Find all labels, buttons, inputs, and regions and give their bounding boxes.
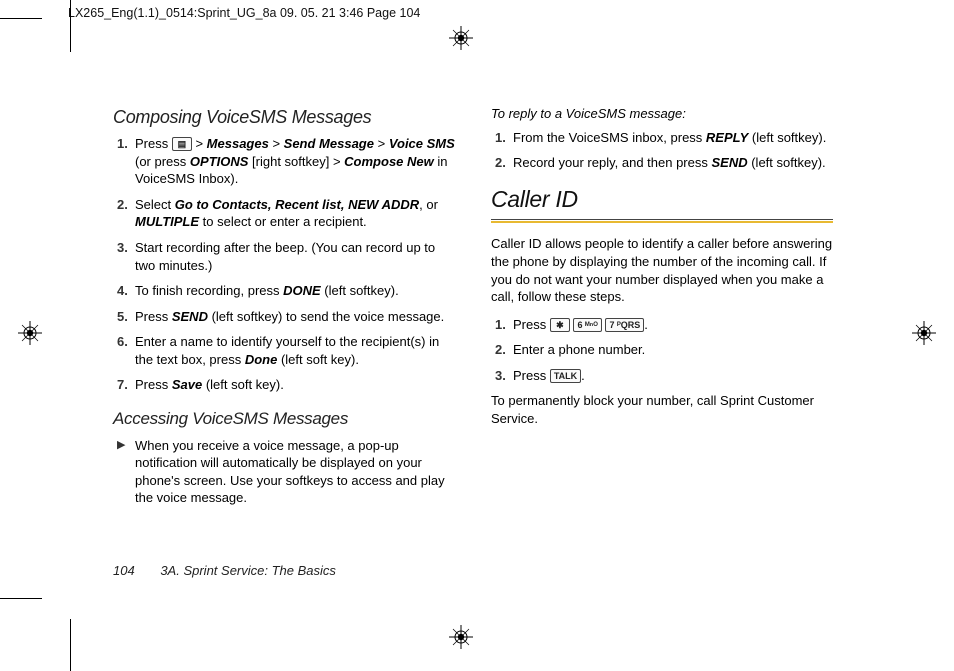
page-number: 104 xyxy=(113,563,135,578)
step-text: Enter a phone number. xyxy=(513,341,833,359)
list-item: 2.Select Go to Contacts, Recent list, NE… xyxy=(117,196,455,231)
step-number: 1. xyxy=(117,135,135,188)
list-item: 2.Enter a phone number. xyxy=(495,341,833,359)
reply-intro: To reply to a VoiceSMS message: xyxy=(491,105,833,123)
left-column: Composing VoiceSMS Messages 1.Press ▤ > … xyxy=(113,105,455,505)
crop-mark xyxy=(70,0,71,52)
list-item: 2.Record your reply, and then press SEND… xyxy=(495,154,833,172)
compose-list: 1.Press ▤ > Messages > Send Message > Vo… xyxy=(113,135,455,394)
crop-mark xyxy=(0,598,42,599)
bullet-text: When you receive a voice message, a pop-… xyxy=(135,437,455,507)
step-number: 1. xyxy=(495,316,513,334)
step-text: Press SEND (left softkey) to send the vo… xyxy=(135,308,455,326)
step-number: 1. xyxy=(495,129,513,147)
step-number: 2. xyxy=(495,341,513,359)
header-meta: LX265_Eng(1.1)_0514:Sprint_UG_8a 09. 05.… xyxy=(68,6,420,20)
star-key-icon: ✱ xyxy=(550,318,570,332)
six-key-icon: 6 ᴹⁿᴼ xyxy=(573,318,601,332)
list-item: 7.Press Save (left soft key). xyxy=(117,376,455,394)
access-bullet: ▶ When you receive a voice message, a po… xyxy=(113,437,455,507)
footer-section: 3A. Sprint Service: The Basics xyxy=(160,563,336,578)
talk-key-icon: TALK xyxy=(550,369,581,383)
registration-mark-right xyxy=(912,321,936,345)
registration-mark-bottom xyxy=(449,625,473,649)
reply-list: 1.From the VoiceSMS inbox, press REPLY (… xyxy=(491,129,833,172)
step-text: Press ✱ 6 ᴹⁿᴼ 7 ᴾQRS. xyxy=(513,316,833,334)
caller-id-heading: Caller ID xyxy=(491,184,833,215)
crop-mark xyxy=(0,18,42,19)
step-text: Press TALK. xyxy=(513,367,833,385)
list-item: 1.Press ✱ 6 ᴹⁿᴼ 7 ᴾQRS. xyxy=(495,316,833,334)
list-item: 1.Press ▤ > Messages > Send Message > Vo… xyxy=(117,135,455,188)
step-number: 2. xyxy=(495,154,513,172)
step-text: Select Go to Contacts, Recent list, NEW … xyxy=(135,196,455,231)
list-item: 4.To finish recording, press DONE (left … xyxy=(117,282,455,300)
page-body: Composing VoiceSMS Messages 1.Press ▤ > … xyxy=(113,105,833,505)
step-text: Record your reply, and then press SEND (… xyxy=(513,154,833,172)
ok-key-icon: ▤ xyxy=(172,137,192,151)
list-item: 6.Enter a name to identify yourself to t… xyxy=(117,333,455,368)
list-item: 3.Press TALK. xyxy=(495,367,833,385)
step-text: Enter a name to identify yourself to the… xyxy=(135,333,455,368)
right-column: To reply to a VoiceSMS message: 1.From t… xyxy=(491,105,833,505)
list-item: 3.Start recording after the beep. (You c… xyxy=(117,239,455,274)
step-number: 7. xyxy=(117,376,135,394)
caller-id-footer: To permanently block your number, call S… xyxy=(491,392,833,427)
triangle-bullet-icon: ▶ xyxy=(117,437,135,507)
step-text: Start recording after the beep. (You can… xyxy=(135,239,455,274)
crop-mark xyxy=(70,619,71,671)
step-text: From the VoiceSMS inbox, press REPLY (le… xyxy=(513,129,833,147)
step-text: Press Save (left soft key). xyxy=(135,376,455,394)
seven-key-icon: 7 ᴾQRS xyxy=(605,318,644,332)
step-number: 3. xyxy=(117,239,135,274)
caller-id-steps: 1.Press ✱ 6 ᴹⁿᴼ 7 ᴾQRS. 2.Enter a phone … xyxy=(491,316,833,385)
registration-mark-left xyxy=(18,321,42,345)
page-footer: 104 3A. Sprint Service: The Basics xyxy=(113,563,336,578)
registration-mark-top xyxy=(449,26,473,50)
list-item: 1.From the VoiceSMS inbox, press REPLY (… xyxy=(495,129,833,147)
step-number: 4. xyxy=(117,282,135,300)
step-number: 6. xyxy=(117,333,135,368)
step-text: To finish recording, press DONE (left so… xyxy=(135,282,455,300)
step-number: 5. xyxy=(117,308,135,326)
access-heading: Accessing VoiceSMS Messages xyxy=(113,408,455,431)
caller-id-body: Caller ID allows people to identify a ca… xyxy=(491,235,833,305)
list-item: 5.Press SEND (left softkey) to send the … xyxy=(117,308,455,326)
step-number: 2. xyxy=(117,196,135,231)
step-text: Press ▤ > Messages > Send Message > Voic… xyxy=(135,135,455,188)
step-number: 3. xyxy=(495,367,513,385)
section-divider xyxy=(491,219,833,224)
compose-heading: Composing VoiceSMS Messages xyxy=(113,105,455,129)
